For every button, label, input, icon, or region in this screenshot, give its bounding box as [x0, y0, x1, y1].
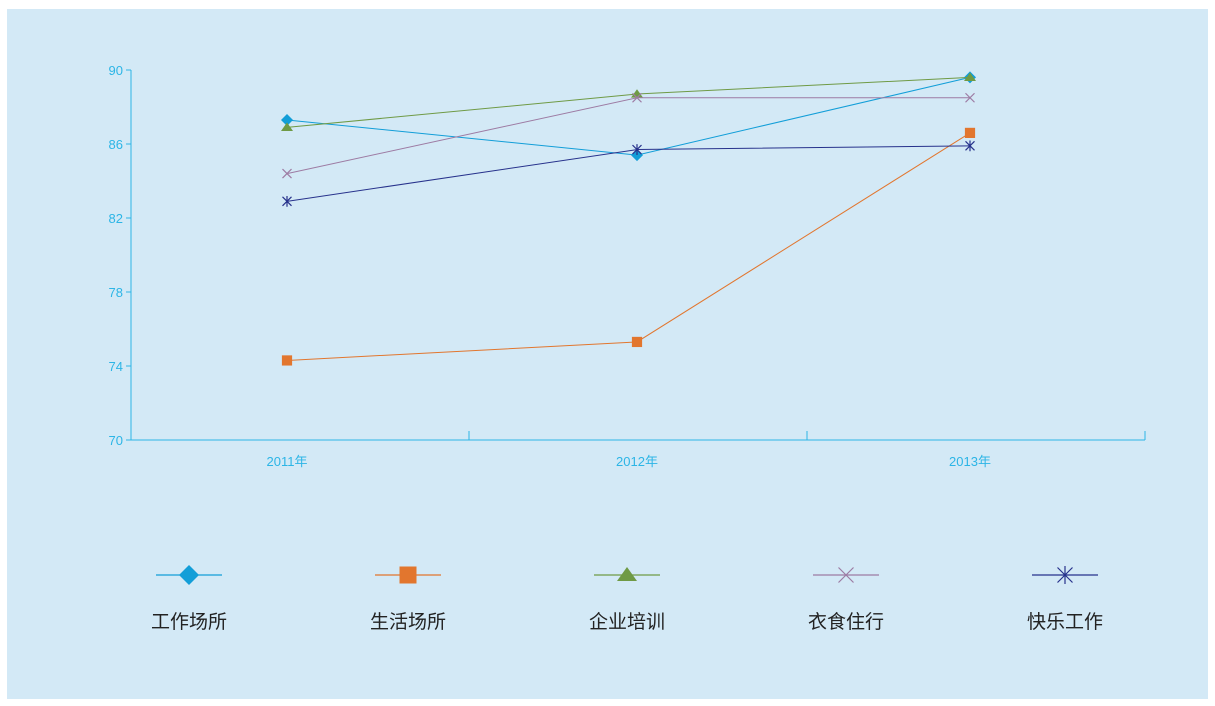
legend-item-1: 工作场所 — [151, 565, 227, 633]
data-point — [964, 127, 976, 138]
chart-panel — [7, 9, 1208, 699]
y-tick-label: 78 — [109, 285, 123, 300]
series-2 — [281, 127, 976, 366]
legend-marker-icon — [617, 567, 637, 581]
y-tick-label: 82 — [109, 211, 123, 226]
legend-item-5: 快乐工作 — [1027, 566, 1103, 633]
data-point — [631, 336, 643, 348]
data-point — [281, 122, 293, 131]
data-point — [632, 144, 642, 155]
legend-label: 快乐工作 — [1027, 611, 1103, 633]
series-layer — [281, 71, 976, 366]
y-tick-label: 74 — [109, 359, 123, 374]
legend-item-2: 生活场所 — [370, 566, 446, 633]
legend-label: 衣食住行 — [808, 611, 884, 633]
x-tick-label: 2012年 — [616, 454, 658, 469]
y-tick-label: 70 — [109, 433, 123, 448]
data-point — [964, 72, 976, 81]
series-line — [286, 76, 971, 128]
series-3 — [281, 72, 976, 131]
series-line — [286, 97, 970, 175]
y-tick-label: 86 — [109, 137, 123, 152]
series-line — [286, 76, 971, 156]
legend-label: 生活场所 — [370, 611, 446, 633]
y-tick-label: 90 — [109, 63, 123, 78]
data-point — [281, 355, 293, 366]
legend-label: 工作场所 — [151, 611, 227, 633]
x-tick-label: 2013年 — [949, 454, 991, 469]
legend-item-4: 衣食住行 — [808, 567, 884, 633]
x-tick-label: 2011年 — [267, 454, 308, 469]
data-point — [632, 92, 642, 103]
series-1 — [281, 71, 976, 162]
legend-item-3: 企业培训 — [589, 567, 665, 633]
series-4 — [282, 92, 975, 179]
data-point — [282, 168, 292, 179]
legend-marker-icon — [399, 566, 417, 584]
data-point — [281, 113, 293, 126]
series-line — [286, 132, 971, 361]
legend-marker-icon — [1057, 566, 1073, 584]
series-5 — [282, 140, 975, 207]
legend-marker-icon — [838, 567, 854, 583]
legend: 工作场所 生活场所 企业培训 衣食住行 快乐工作 — [151, 565, 1103, 633]
data-point — [965, 92, 975, 103]
data-point — [965, 140, 975, 152]
legend-label: 企业培训 — [589, 611, 665, 633]
chart-axes: 70 74 78 82 86 90 2011年 2012年 2013年 — [109, 63, 1146, 469]
data-point — [282, 195, 292, 207]
legend-marker-icon — [179, 565, 199, 585]
